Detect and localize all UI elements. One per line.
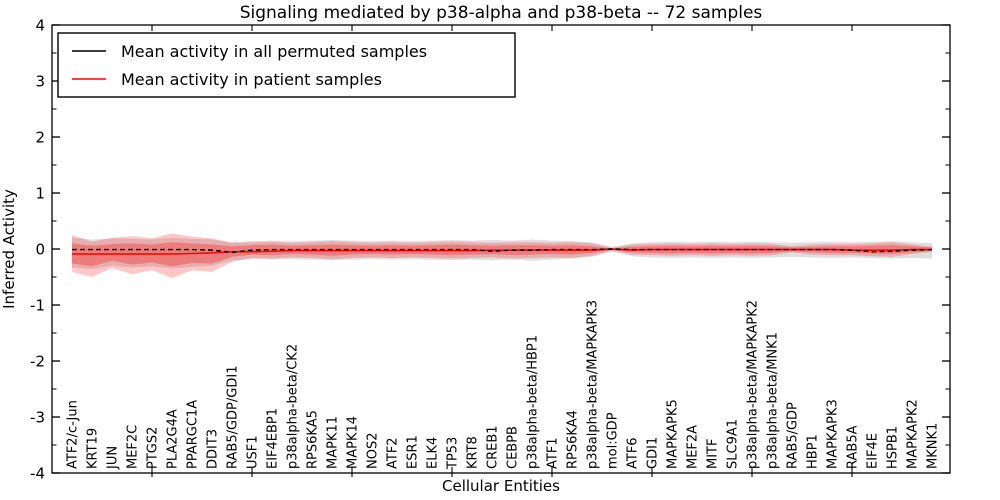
mean-lines [72, 248, 933, 255]
x-category-label: RAB5A [846, 425, 861, 469]
confidence-bands [72, 233, 932, 279]
legend: Mean activity in all permuted samples Mea… [57, 32, 516, 98]
y-tick-label: -2 [30, 353, 45, 371]
x-category-label: DDIT3 [206, 429, 221, 469]
legend-entry: Mean activity in all permuted samples [72, 42, 427, 61]
x-category-label: RPS6KA5 [306, 410, 321, 469]
x-category-label: MEF2A [686, 425, 701, 469]
x-category-label: PTGS2 [146, 427, 161, 469]
chart-title: Signaling mediated by p38-alpha and p38-… [240, 3, 763, 23]
x-category-label: PPARGC1A [186, 400, 201, 469]
x-category-label: CREB1 [486, 425, 501, 469]
x-category-label: ATF2 [386, 437, 401, 469]
x-category-label: p38alpha-beta/MNK1 [766, 332, 781, 469]
y-tick-label: 0 [35, 241, 45, 259]
x-category-label: KRT19 [86, 428, 101, 469]
x-category-label: p38alpha-beta/MAPKAPK3 [586, 300, 601, 469]
x-category-label: p38alpha-beta/MAPKAPK2 [746, 300, 761, 469]
x-category-label: RAB5/GDP/GDI1 [226, 366, 241, 469]
x-category-label: MAPKAPK2 [906, 399, 921, 469]
x-category-label: JUN [106, 446, 121, 470]
x-category-label: HBP1 [806, 434, 821, 469]
x-category-label: MEF2C [126, 425, 141, 469]
permuted-sample-range-band [72, 237, 932, 270]
x-category-label: CEBPB [506, 426, 521, 469]
x-category-label: MAPKAPK3 [826, 399, 841, 469]
y-tick-label: 3 [35, 73, 45, 91]
x-category-label: ATF2/c-Jun [66, 400, 81, 469]
x-category-label: ATF6 [626, 437, 641, 469]
x-category-label: RAB5/GDP [786, 402, 801, 469]
x-category-label: ELK4 [426, 437, 441, 469]
x-category-label: p38alpha-beta/HBP1 [526, 335, 541, 469]
patient-mean-line [72, 248, 932, 255]
y-tick-label: -1 [30, 297, 45, 315]
x-category-label: p38alpha-beta/CK2 [286, 344, 301, 469]
x-category-label: ATF1 [546, 437, 561, 469]
x-category-label: SLC9A1 [726, 419, 741, 469]
x-category-label: MAPK11 [326, 416, 341, 469]
x-axis-label: Cellular Entities [442, 477, 560, 495]
x-category-label: MAPK14 [346, 416, 361, 469]
legend-label: Mean activity in all permuted samples [121, 42, 427, 61]
x-category-label: PLA2G4A [166, 409, 181, 469]
legend-box [57, 32, 516, 98]
y-tick-label: 1 [35, 185, 45, 203]
x-category-label: mol:GDP [606, 412, 621, 469]
x-category-label: MKNK1 [926, 423, 941, 469]
patient-sample-inner-band [72, 242, 932, 267]
x-category-label: EIF4EBP1 [266, 408, 281, 469]
x-category-label: RPS6KA4 [566, 410, 581, 469]
y-axis-ticks: 4 3 2 1 0 -1 -2 -3 -4 [30, 17, 950, 483]
x-category-label: TP53 [446, 437, 461, 470]
y-tick-label: -4 [30, 465, 45, 483]
y-tick-label: 4 [35, 17, 45, 35]
patient-sample-outer-band [72, 233, 932, 279]
x-category-label: USF1 [246, 435, 261, 469]
x-axis-ticks [151, 25, 853, 477]
legend-label: Mean activity in patient samples [121, 70, 382, 89]
x-category-label: KRT8 [466, 436, 481, 469]
y-axis-label: Inferred Activity [0, 189, 18, 309]
y-tick-label: 2 [35, 129, 45, 147]
legend-entry: Mean activity in patient samples [72, 70, 382, 89]
x-category-label: ESR1 [406, 435, 421, 469]
x-category-label: GDI1 [646, 437, 661, 469]
x-category-label: HSPB1 [886, 426, 901, 469]
y-tick-label: -3 [30, 409, 45, 427]
x-category-label: EIF4E [866, 433, 881, 469]
x-category-label: MAPKAPK5 [666, 399, 681, 469]
x-category-label: MITF [706, 439, 721, 469]
x-category-label: NOS2 [366, 433, 381, 469]
x-axis-category-labels: ATF2/c-Jun KRT19 JUN MEF2C PTGS2 PLA2G4A PPARG… [66, 300, 941, 470]
